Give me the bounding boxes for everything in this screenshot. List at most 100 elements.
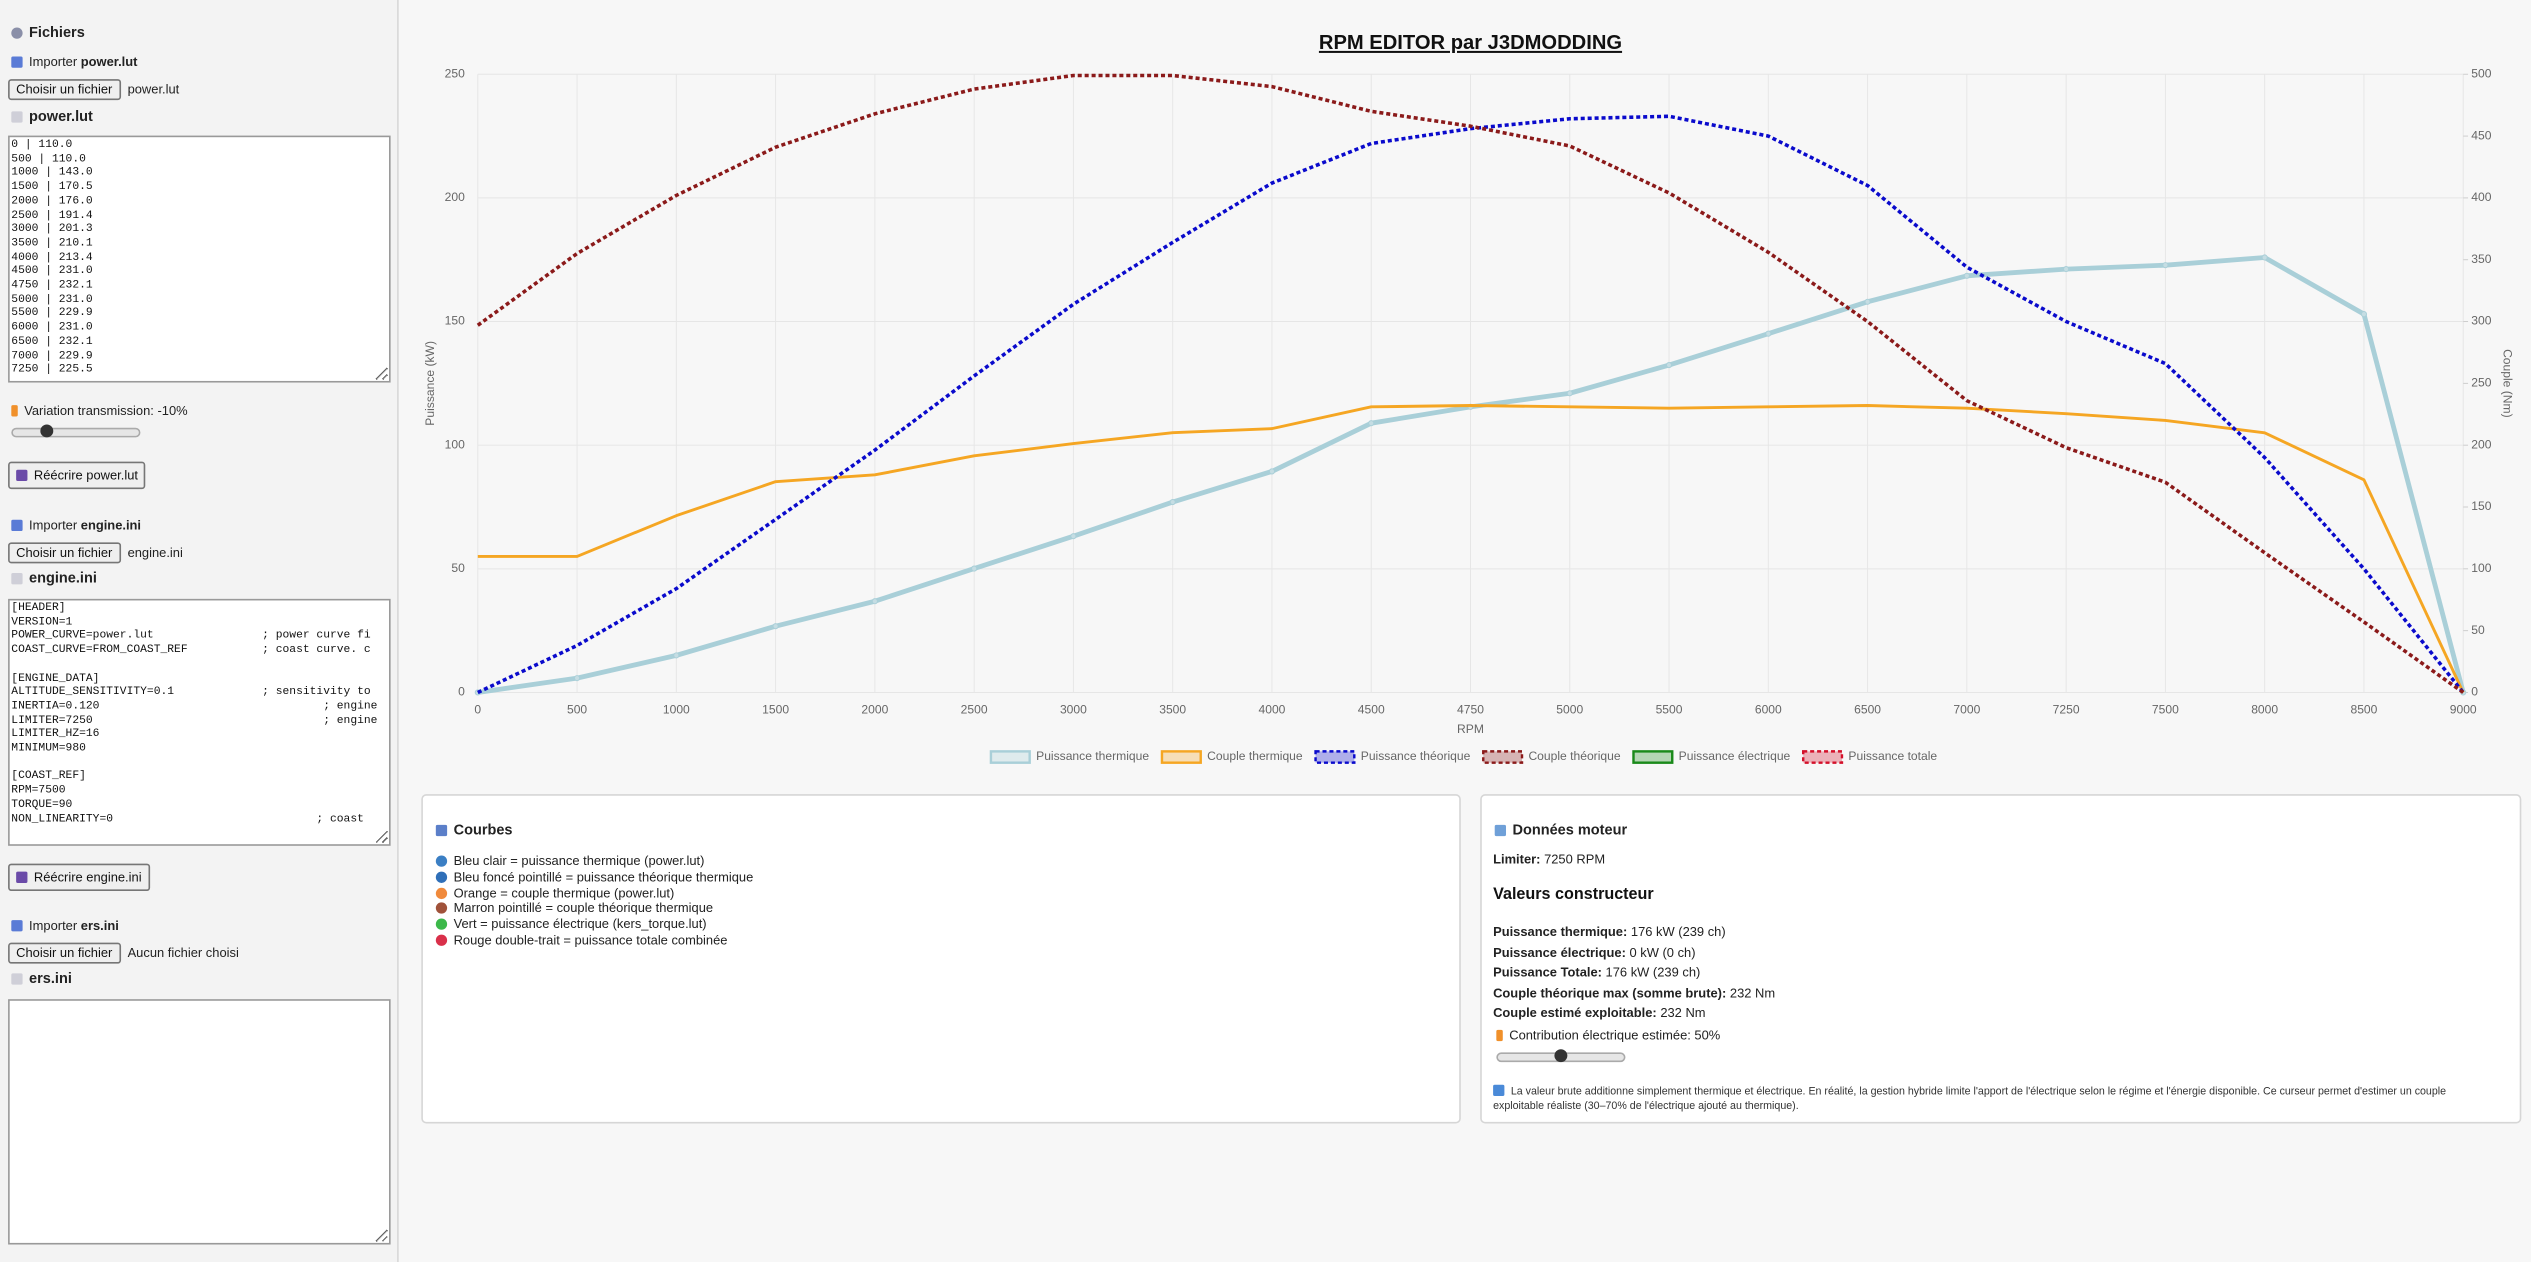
- point: [2162, 262, 2169, 269]
- file-button[interactable]: Choisir un fichier: [8, 79, 121, 101]
- contribution-label: Contribution électrique estimée: 50%: [1496, 1028, 1720, 1043]
- legend-swatch: [1632, 750, 1674, 764]
- file-input: Choisir un fichier Aucun fichier choisi: [8, 936, 239, 965]
- variation-slider[interactable]: [11, 424, 141, 438]
- x-tick-label: 0: [474, 702, 481, 716]
- engine-textarea[interactable]: [8, 598, 391, 846]
- text: Limiter:: [1493, 852, 1541, 867]
- x-tick-label: 5000: [1556, 702, 1583, 716]
- y-tick-label: 50: [451, 561, 465, 575]
- icon: [11, 573, 23, 585]
- point: [772, 623, 779, 630]
- icon: [11, 519, 23, 532]
- point: [2063, 266, 2070, 273]
- y2-tick-label: 350: [2471, 252, 2491, 266]
- point: [573, 675, 581, 682]
- file-input: Choisir un fichier power.lut: [8, 73, 179, 102]
- text: power.lut: [29, 108, 93, 125]
- curve-dot: [435, 918, 448, 931]
- legend-label: Couple théorique: [1528, 749, 1620, 763]
- sidebar: Fichiers Importer power.lut Choisir un f…: [0, 0, 399, 1262]
- chart-title: RPM EDITOR par J3DMODDING: [1319, 32, 1622, 54]
- y-tick-label: 100: [445, 437, 465, 451]
- curve-item: Rouge double-trait = puissance totale co…: [435, 933, 753, 949]
- curve-text: Bleu foncé pointillé = puissance théoriq…: [453, 869, 754, 885]
- text: 7250 RPM: [1544, 852, 1606, 867]
- row-value: 232 Nm: [1660, 1005, 1706, 1021]
- point: [1864, 298, 1871, 305]
- text: Réécrire engine.ini: [33, 870, 142, 885]
- x-tick-label: 7250: [2053, 702, 2080, 716]
- rewrite-button[interactable]: Réécrire engine.ini: [8, 863, 150, 892]
- rewrite-button[interactable]: Réécrire power.lut: [8, 461, 147, 490]
- slider-knob[interactable]: [1554, 1049, 1568, 1063]
- text: Réécrire power.lut: [33, 468, 138, 483]
- legend-swatch: [1802, 750, 1844, 764]
- engine-row: Puissance Totale: 176 kW (239 ch): [1493, 965, 1775, 985]
- limiter: Limiter: 7250 RPM: [1493, 852, 1605, 867]
- curve-text: Bleu clair = puissance thermique (power.…: [453, 853, 705, 869]
- x-tick-label: 2000: [861, 702, 888, 716]
- icon: [11, 27, 23, 39]
- curve-item: Orange = couple thermique (power.lut): [435, 886, 753, 902]
- point: [871, 598, 878, 605]
- import-label: Importer power.lut: [11, 55, 137, 69]
- panel-title: Données moteur: [1494, 822, 1627, 838]
- icon: [11, 56, 23, 68]
- curve-dot: [435, 855, 448, 867]
- point: [1566, 390, 1573, 397]
- text: ers.ini: [29, 970, 72, 987]
- legend-label: Puissance électrique: [1679, 749, 1791, 763]
- legend-label: Couple thermique: [1207, 749, 1303, 763]
- x-tick-label: 500: [567, 702, 587, 716]
- variation-label: Variation transmission: -10%: [11, 404, 188, 418]
- engine-row: Puissance thermique: 176 kW (239 ch): [1493, 925, 1775, 945]
- x-tick-label: 8500: [2350, 702, 2377, 716]
- curve-dot: [435, 934, 448, 946]
- curve-dot: [435, 902, 448, 915]
- text: engine.ini: [29, 569, 97, 586]
- panel-title: Courbes: [435, 822, 513, 838]
- legend-swatch: [989, 750, 1031, 764]
- text: La valeur brute additionne simplement th…: [1493, 1086, 2447, 1112]
- x-tick-label: 7500: [2152, 702, 2179, 716]
- y2-tick-label: 250: [2471, 376, 2491, 390]
- x-tick-label: 1000: [663, 702, 690, 716]
- legend-label: Puissance totale: [1848, 749, 1937, 763]
- engine-panel: Données moteur Limiter: 7250 RPM Valeurs…: [1480, 794, 2522, 1124]
- chart: RPM EDITOR par J3DMODDING 0 500 1000 1500 20…: [423, 32, 2515, 764]
- point: [1765, 330, 1772, 337]
- point: [1169, 498, 1176, 506]
- legend-swatch: [1314, 750, 1356, 764]
- curve-text: Vert = puissance électrique (kers_torque…: [453, 917, 707, 932]
- point: [2261, 254, 2268, 261]
- file-button[interactable]: Choisir un fichier: [8, 542, 121, 564]
- point: [971, 565, 978, 572]
- import-label: Importer ers.ini: [11, 918, 119, 933]
- series-line: [477, 114, 2465, 695]
- contribution-slider[interactable]: [1496, 1049, 1626, 1063]
- file-button[interactable]: Choisir un fichier: [8, 942, 121, 964]
- x-tick-label: 1500: [762, 702, 789, 716]
- legend-label: Puissance théorique: [1361, 749, 1471, 763]
- engine-row: Couple estimé exploitable: 232 Nm: [1493, 1006, 1775, 1026]
- x-tick-label: 4000: [1259, 702, 1286, 716]
- legend-swatch: [1482, 750, 1524, 764]
- x-axis-label: RPM: [1457, 722, 1484, 736]
- file-name: Aucun fichier choisi: [127, 945, 239, 961]
- y2-tick-label: 0: [2471, 685, 2478, 699]
- y2-tick-label: 200: [2471, 437, 2491, 451]
- ers-textarea[interactable]: [8, 999, 391, 1245]
- text: Importer: [29, 918, 78, 933]
- text: engine.ini: [80, 518, 142, 533]
- legend-label: Puissance thermique: [1036, 749, 1149, 763]
- icon: [16, 469, 28, 482]
- slider-knob[interactable]: [40, 424, 54, 438]
- y2-tick-label: 100: [2471, 561, 2491, 575]
- y2-tick-label: 400: [2471, 190, 2491, 204]
- x-tick-label: 4500: [1358, 702, 1385, 716]
- power-textarea[interactable]: [8, 135, 391, 383]
- file-name: engine.ini: [127, 545, 183, 561]
- curve-dot: [435, 871, 448, 883]
- x-tick-label: 3500: [1159, 702, 1186, 716]
